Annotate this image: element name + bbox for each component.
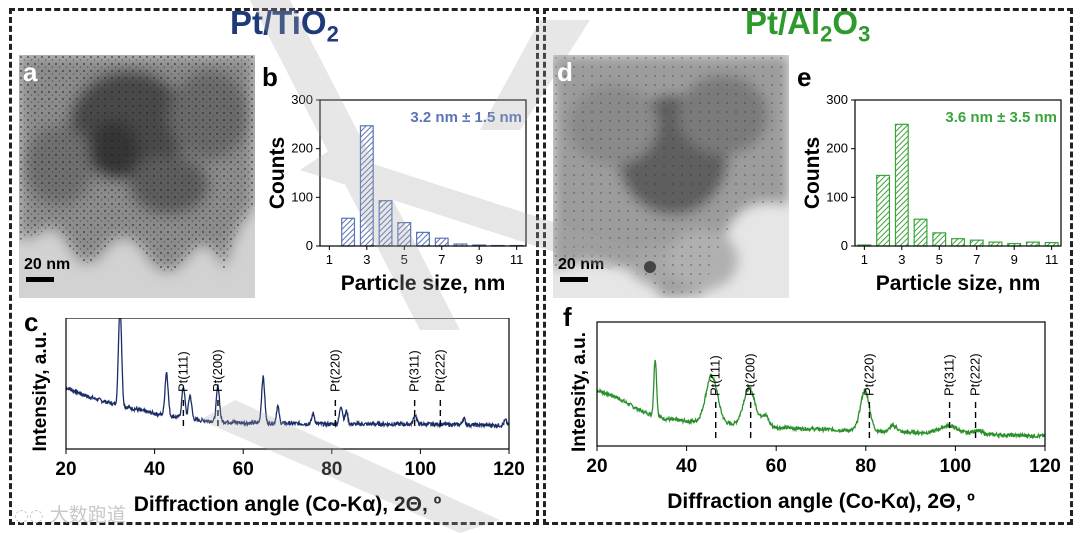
histogram-bar <box>341 217 356 247</box>
x-axis-label: Diffraction angle (Co-Kα), 2Θ, º <box>134 493 442 516</box>
x-tick-label: 80 <box>855 456 876 477</box>
title-subscript-2: 3 <box>858 21 871 47</box>
pt-reflection-label: Pt(200) <box>743 353 758 396</box>
tem-image-tio2: a 20 nm <box>19 55 255 298</box>
x-axis-label: Particle size, nm <box>876 272 1041 295</box>
histogram-bar <box>876 174 891 247</box>
x-tick-label: 120 <box>493 459 525 480</box>
y-axis-label: Counts <box>266 137 289 209</box>
x-tick-label: 80 <box>321 459 342 480</box>
panel-label-a: a <box>23 57 38 87</box>
scale-bar-label: 20 nm <box>24 256 71 273</box>
x-tick-label: 11 <box>510 252 523 267</box>
x-tick-label: 40 <box>676 456 697 477</box>
x-tick-label: 7 <box>438 252 445 267</box>
x-tick-label: 100 <box>940 456 972 477</box>
panel-label-d: d <box>557 57 573 87</box>
title-main-text: Pt/TiO <box>230 4 327 41</box>
left-panel-frame <box>9 8 539 525</box>
pt-reflection-label: Pt(311) <box>407 350 422 392</box>
x-tick-label: 60 <box>233 459 254 480</box>
histogram-bar <box>932 232 947 247</box>
title-subscript-1: 2 <box>820 21 833 47</box>
pt-reflection-label: Pt(200) <box>210 349 225 392</box>
title-main-text: Pt/Al <box>745 4 821 41</box>
y-tick-label: 0 <box>306 238 313 253</box>
x-tick-label: 9 <box>1011 252 1018 267</box>
histogram-bar <box>969 239 984 247</box>
histogram-bar <box>894 123 909 247</box>
y-tick-label: 0 <box>841 238 848 253</box>
histogram-bar <box>378 200 393 247</box>
watermark-icon: ◌◌ <box>14 506 44 526</box>
left-panel-title: Pt/TiO2 <box>230 4 339 48</box>
x-tick-label: 5 <box>936 252 943 267</box>
plot-frame <box>596 321 1046 447</box>
pt-reflection-label: Pt(111) <box>708 355 723 396</box>
x-tick-label: 3 <box>898 252 905 267</box>
x-tick-label: 100 <box>405 459 437 480</box>
histogram-al2o3: 0 100 200 300 1 3 5 7 9 11 Particle size, nm Counts… <box>801 92 1062 295</box>
y-tick-label: 200 <box>826 141 848 156</box>
pt-reflection-label: Pt(311) <box>942 354 957 396</box>
panel-label-f: f <box>563 302 572 332</box>
y-tick-label: 100 <box>826 189 848 204</box>
x-axis-label: Diffraction angle (Co-Kα), 2Θ, º <box>667 490 975 513</box>
pt-reflection-label: Pt(222) <box>968 353 983 396</box>
y-tick-label: 100 <box>291 189 313 204</box>
x-tick-label: 1 <box>326 252 333 267</box>
y-tick-label: 300 <box>291 92 313 107</box>
histogram-bar <box>397 222 412 247</box>
pt-reflection-label: Pt(220) <box>861 353 876 396</box>
xrd-pattern-tio2: Pt(111) Pt(200) Pt(220) Pt(311) Pt(222) 20 40 6… <box>30 318 525 516</box>
pt-reflection-label: Pt(220) <box>327 349 342 392</box>
histogram-bar <box>359 125 374 247</box>
x-tick-label: 5 <box>401 252 408 267</box>
x-tick-label: 20 <box>55 459 76 480</box>
panel-label-c: c <box>24 307 39 337</box>
watermark-text: 大数跑道 <box>49 504 126 526</box>
x-tick-label: 7 <box>973 252 980 267</box>
x-tick-label: 3 <box>363 252 370 267</box>
scale-bar-label: 20 nm <box>558 256 605 273</box>
y-tick-label: 200 <box>291 141 313 156</box>
histogram-bar <box>434 237 449 247</box>
panel-label-e: e <box>797 62 812 92</box>
xrd-trace <box>596 359 1046 440</box>
y-axis-label: Counts <box>801 137 824 209</box>
title-subscript: 2 <box>326 21 339 47</box>
right-panel-title: Pt/Al2O3 <box>745 4 870 48</box>
x-tick-label: 20 <box>586 456 607 477</box>
size-annotation: 3.6 nm ± 3.5 nm <box>945 109 1057 126</box>
pt-reflection-label: Pt(111) <box>175 351 190 392</box>
x-axis-label: Particle size, nm <box>341 272 506 295</box>
x-tick-label: 40 <box>144 459 165 480</box>
panel-label-b: b <box>262 62 278 92</box>
xrd-pattern-al2o3: Pt(111) Pt(200) Pt(220) Pt(311) Pt(222) 20 40 6… <box>569 321 1061 513</box>
histogram-tio2: 0 100 200 300 1 3 5 7 9 11 Particle size, nm Counts… <box>266 92 527 295</box>
plot-frame <box>319 99 527 247</box>
pt-reflection-label: Pt(222) <box>432 349 447 392</box>
y-axis-label: Intensity, a.u. <box>30 331 51 451</box>
tem-image-al2o3-drawing <box>553 55 789 298</box>
histogram-bar <box>416 231 430 247</box>
tem-image-al2o3: d 20 nm <box>553 55 789 298</box>
xrd-trace <box>65 318 510 429</box>
histogram-bar <box>913 218 928 247</box>
y-tick-label: 300 <box>826 92 848 107</box>
x-tick-label: 1 <box>861 252 868 267</box>
tem-image-tio2-drawing <box>19 55 255 298</box>
right-panel-frame <box>543 8 1073 525</box>
size-annotation: 3.2 nm ± 1.5 nm <box>410 109 522 126</box>
x-tick-label: 11 <box>1045 252 1059 267</box>
x-tick-label: 120 <box>1029 456 1061 477</box>
histogram-bar <box>951 238 965 247</box>
x-tick-label: 9 <box>476 252 483 267</box>
plot-frame <box>854 99 1062 247</box>
plot-frame <box>65 318 510 450</box>
y-axis-label: Intensity, a.u. <box>569 332 590 452</box>
title-mid-text: O <box>832 4 859 41</box>
x-tick-label: 60 <box>766 456 787 477</box>
watermark-logo: ◌◌ 大数跑道 <box>14 500 126 527</box>
